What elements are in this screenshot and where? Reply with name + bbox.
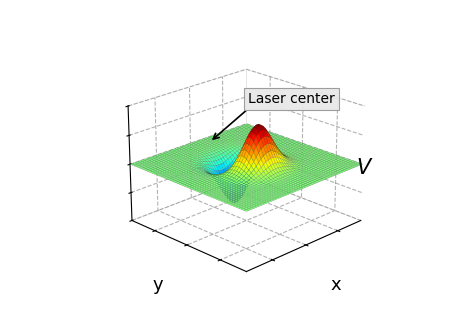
- Text: Laser center: Laser center: [248, 92, 335, 106]
- Text: V: V: [356, 158, 370, 178]
- Y-axis label: y: y: [152, 276, 163, 294]
- X-axis label: x: x: [330, 276, 341, 294]
